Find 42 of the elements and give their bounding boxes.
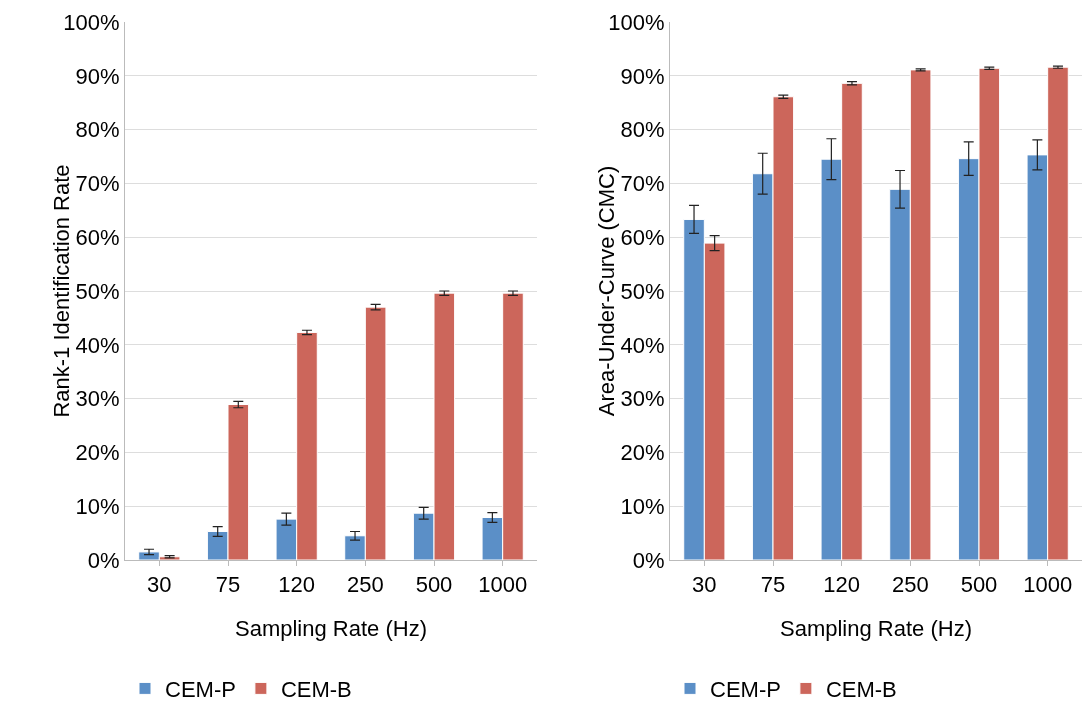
y-tick-label: 20% — [620, 440, 665, 466]
y-tick-label: 100% — [608, 9, 665, 35]
y-tick-label: 90% — [620, 63, 665, 89]
y-tick-label: 60% — [620, 224, 665, 250]
y-axis-title: Rank-1 Identification Rate — [48, 164, 74, 418]
x-tick-label: 250 — [891, 572, 929, 598]
y-tick-label: 90% — [75, 63, 120, 89]
x-tick-label: 75 — [760, 572, 786, 598]
y-tick-label: 80% — [75, 117, 120, 143]
y-tick-label: 30% — [620, 386, 665, 412]
x-tick-label: 75 — [215, 572, 241, 598]
x-tick-label: 120 — [823, 572, 861, 598]
x-tick-label: 30 — [692, 572, 717, 598]
y-tick-label: 40% — [75, 332, 120, 358]
y-tick-label: 40% — [620, 332, 665, 358]
y-axis-title: Area-Under-Curve (CMC) — [593, 165, 619, 417]
x-tick-label: 1000 — [478, 572, 528, 598]
y-tick-label: 20% — [75, 440, 120, 466]
x-axis-title: Sampling Rate (Hz) — [780, 616, 972, 641]
legend-label: CEM-P — [165, 676, 236, 702]
y-tick-label: 0% — [632, 547, 665, 573]
x-tick-label: 30 — [147, 572, 172, 598]
y-tick-label: 100% — [63, 9, 120, 35]
y-tick-label: 80% — [620, 117, 665, 143]
x-tick-label: 500 — [960, 572, 998, 598]
y-tick-label: 50% — [620, 278, 665, 304]
y-tick-label: 50% — [75, 278, 120, 304]
legend-label: CEM-B — [825, 676, 897, 702]
y-tick-label: 0% — [87, 547, 120, 573]
x-axis-title: Sampling Rate (Hz) — [235, 616, 427, 641]
x-tick-label: 1000 — [1023, 572, 1073, 598]
legend-label: CEM-B — [280, 676, 352, 702]
x-tick-label: 250 — [346, 572, 384, 598]
x-tick-label: 500 — [415, 572, 453, 598]
y-tick-label: 10% — [620, 493, 665, 519]
y-tick-label: 70% — [620, 171, 665, 197]
legend-label: CEM-P — [710, 676, 781, 702]
x-tick-label: 120 — [278, 572, 316, 598]
y-tick-label: 10% — [75, 493, 120, 519]
y-tick-label: 60% — [75, 224, 120, 250]
y-tick-label: 30% — [75, 386, 120, 412]
y-tick-label: 70% — [75, 171, 120, 197]
